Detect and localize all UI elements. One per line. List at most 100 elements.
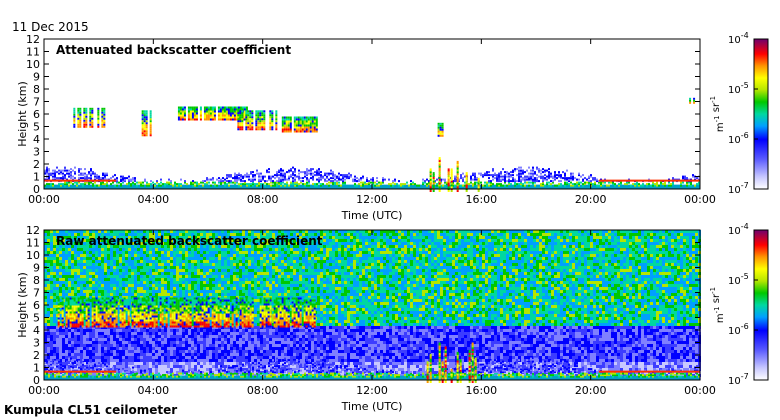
noise-cell [194, 236, 197, 239]
noise-cell [125, 272, 128, 275]
noise-cell [167, 245, 170, 248]
noise-cell [203, 338, 206, 341]
noise-cell [191, 275, 194, 278]
noise-cell [185, 281, 188, 284]
boundary-cell [300, 181, 302, 184]
cloud-cell [141, 114, 144, 117]
boundary-cell [50, 184, 52, 187]
noise-cell [62, 344, 65, 347]
boundary-cell [672, 177, 674, 180]
boundary-cell [342, 177, 344, 180]
cloud-cell [179, 108, 182, 111]
boundary-cell [238, 178, 240, 181]
noise-cell [50, 332, 53, 335]
boundary-cell [522, 184, 524, 187]
noise-cell [209, 356, 212, 359]
boundary-cell [202, 180, 204, 183]
boundary-cell [68, 175, 70, 178]
noise-cell [140, 356, 143, 359]
boundary-cell [624, 183, 626, 186]
cloud-cell [251, 128, 254, 131]
boundary-cell [556, 184, 558, 187]
noise-cell [209, 296, 212, 299]
noise-cell [56, 308, 59, 311]
noise-cell [50, 281, 53, 284]
noise-cell [95, 239, 98, 242]
boundary-cell [342, 180, 344, 183]
noise-cell [53, 308, 56, 311]
noise-cell [122, 332, 125, 335]
boundary-cell [326, 175, 328, 178]
noise-cell [62, 248, 65, 251]
boundary-cell [442, 184, 444, 187]
cloud-cell [303, 118, 306, 121]
noise-cell [83, 275, 86, 278]
noise-cell [140, 269, 143, 272]
noise-cell [137, 248, 140, 251]
boundary-cell [520, 174, 522, 177]
cloud-cell [97, 123, 100, 126]
noise-cell [92, 236, 95, 239]
boundary-cell [142, 184, 144, 187]
noise-cell [59, 320, 62, 323]
noise-cell [74, 233, 77, 236]
noise-cell [176, 332, 179, 335]
cloud-cell [313, 126, 316, 129]
noise-cell [107, 281, 110, 284]
feature-elevated-cloud [177, 106, 248, 121]
noise-cell [44, 335, 47, 338]
noise-cell [209, 311, 212, 314]
noise-cell [125, 353, 128, 356]
noise-cell [98, 248, 101, 251]
boundary-cell [600, 183, 602, 186]
y-tick-label: 9 [33, 71, 40, 84]
noise-cell [188, 335, 191, 338]
noise-cell [47, 281, 50, 284]
noise-cell [131, 359, 134, 362]
noise-cell [197, 266, 200, 269]
boundary-cell [498, 174, 500, 177]
noise-cell [77, 290, 80, 293]
cloud-cell [191, 106, 194, 109]
cloud-cell [441, 134, 444, 137]
boundary-cell [60, 172, 62, 175]
noise-cell [197, 257, 200, 260]
boundary-cell [458, 180, 460, 183]
boundary-cell [290, 174, 292, 177]
boundary-cell [562, 177, 564, 180]
boundary-cell [206, 181, 208, 184]
noise-cell [83, 293, 86, 296]
cloud-cell [241, 118, 244, 121]
boundary-cell [58, 172, 60, 175]
noise-cell [86, 350, 89, 353]
noise-cell [47, 251, 50, 254]
noise-cell [209, 266, 212, 269]
cloud-cell [229, 114, 232, 117]
cloud-cell [313, 116, 316, 119]
noise-cell [74, 329, 77, 332]
boundary-cell [584, 177, 586, 180]
noise-cell [68, 374, 71, 377]
boundary-cell [270, 184, 272, 187]
boundary-cell [662, 183, 664, 186]
noise-cell [113, 275, 116, 278]
cloud-cell [79, 107, 82, 110]
noise-cell [113, 248, 116, 251]
noise-cell [53, 356, 56, 359]
noise-cell [62, 353, 65, 356]
noise-cell [128, 362, 131, 365]
cloud-cell [225, 118, 228, 121]
cloud-cell [189, 116, 192, 119]
cloud-cell [249, 114, 252, 117]
boundary-cell [74, 172, 76, 175]
noise-cell [206, 254, 209, 257]
cloud-cell [73, 109, 76, 112]
noise-cell [113, 284, 116, 287]
noise-cell [50, 248, 53, 251]
noise-cell [92, 356, 95, 359]
boundary-cell [230, 175, 232, 178]
noise-cell [53, 266, 56, 269]
noise-cell [206, 281, 209, 284]
boundary-cell [600, 181, 602, 184]
noise-cell [131, 284, 134, 287]
